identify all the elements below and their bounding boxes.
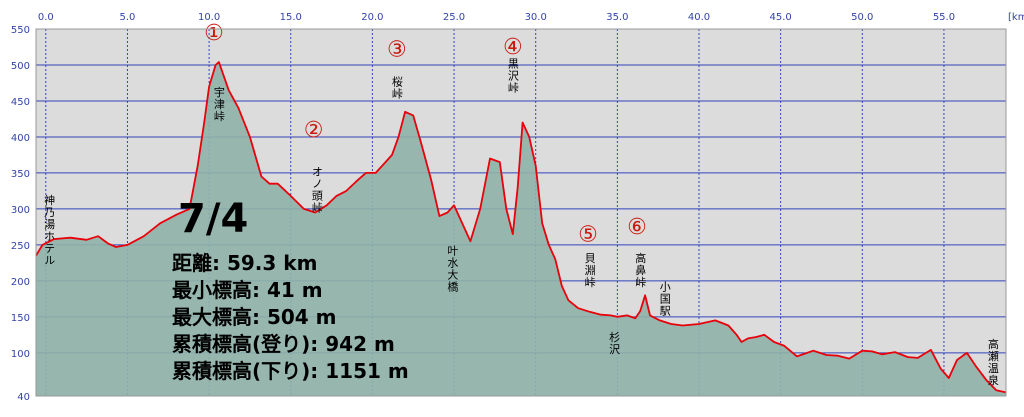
y-tick-label: 250 (11, 241, 30, 252)
location-label: 高鼻峠 (634, 251, 647, 288)
x-unit-label: [km] (1008, 12, 1024, 23)
y-tick-label: 500 (11, 61, 30, 72)
x-tick-label: 30.0 (525, 12, 547, 23)
axis-layer: 550 500 450 400 350 300 250 200 150 100 40 0.0 5.0 10… (11, 12, 1024, 403)
x-tick-label: 15.0 (280, 12, 302, 23)
y-tick-label: 150 (11, 313, 30, 324)
summary-date: 7/4 (178, 196, 248, 242)
x-tick-label: 20.0 (361, 12, 383, 23)
summary-line: 距離: 59.3 km (172, 251, 317, 275)
x-tick-label: 50.0 (851, 12, 873, 23)
x-tick-label: 10.0 (198, 12, 220, 23)
y-tick-label: 40 (17, 392, 30, 403)
plot-border (35, 28, 1007, 397)
waypoint-marker: ⑤ (578, 222, 598, 247)
y-tick-label: 550 (11, 25, 30, 36)
y-tick-label: 350 (11, 169, 30, 180)
y-tick-label: 450 (11, 97, 30, 108)
summary-line: 累積標高(下り): 1151 m (172, 359, 409, 383)
location-label: 叶水大橋 (446, 245, 459, 293)
x-tick-label: 45.0 (770, 12, 792, 23)
y-tick-label: 400 (11, 133, 30, 144)
x-tick-label: 35.0 (606, 12, 628, 23)
summary-line: 最大標高: 504 m (172, 305, 337, 329)
waypoint-marker: ③ (387, 37, 407, 62)
location-label: 高瀬温泉 (986, 337, 999, 386)
summary-layer: 7/4 距離: 59.3 km 最小標高: 41 m 最大標高: 504 m 累積標高(… (172, 196, 409, 383)
location-label: 黒沢峠 (506, 57, 519, 93)
waypoint-marker: ④ (503, 35, 523, 60)
summary-line: 累積標高(登り): 942 m (172, 332, 395, 356)
waypoint-marker: ② (304, 118, 324, 143)
elevation-area (36, 62, 1006, 396)
waypoint-marker: ⑥ (627, 215, 647, 240)
x-tick-label: 55.0 (933, 12, 955, 23)
x-tick-label: 5.0 (119, 12, 135, 23)
y-tick-label: 200 (11, 277, 30, 288)
x-tick-label: 0.0 (38, 12, 54, 23)
x-tick-label: 25.0 (443, 12, 465, 23)
waypoint-marker: ① (204, 21, 224, 46)
location-label: 桜峠 (390, 74, 403, 99)
y-tick-label: 300 (11, 205, 30, 216)
y-tick-label: 100 (11, 349, 30, 360)
location-label: オノ頭峠 (310, 165, 323, 213)
location-label: 神乃湯ホテル (43, 193, 56, 266)
location-label: 小国駅 (658, 281, 671, 317)
location-label: 宇津峠 (212, 86, 225, 122)
x-tick-label: 40.0 (688, 12, 710, 23)
location-label: 杉沢 (608, 330, 621, 355)
elevation-line (35, 61, 1007, 394)
area-layer (35, 61, 1007, 396)
location-label: 貝淵峠 (583, 252, 596, 288)
summary-line: 最小標高: 41 m (172, 278, 323, 302)
